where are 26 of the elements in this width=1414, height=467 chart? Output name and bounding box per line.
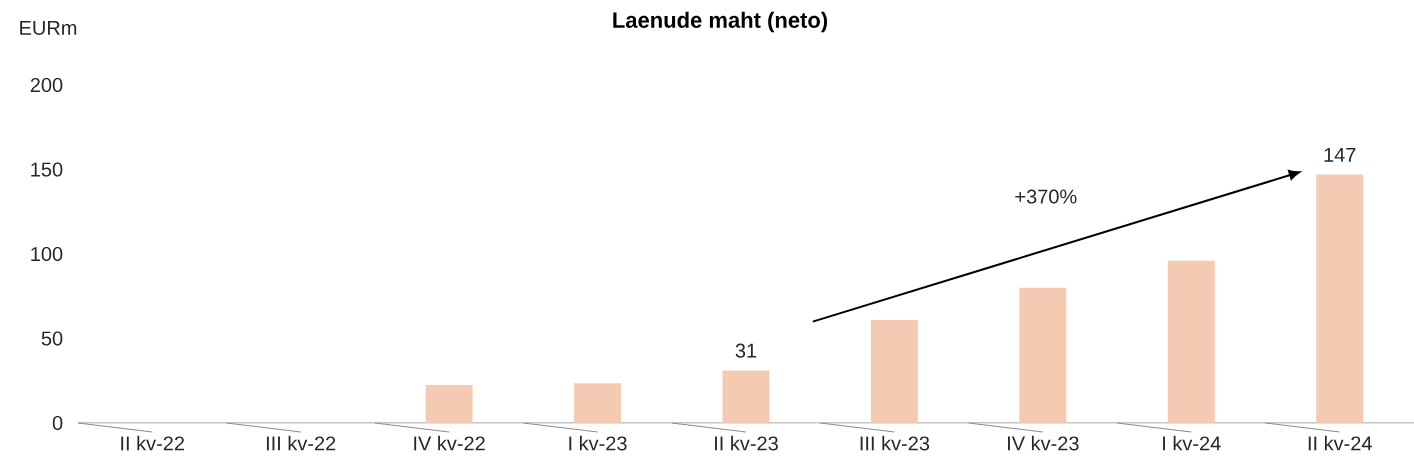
y-axis-title: EURm <box>20 21 77 35</box>
x-tick-label: II kv-24 <box>1308 435 1372 451</box>
data-label: 147 <box>1324 147 1356 162</box>
x-tick-label: III kv-22 <box>266 435 336 451</box>
x-tick-label: I kv-24 <box>1163 435 1221 451</box>
bar <box>870 319 918 423</box>
bar <box>574 383 622 423</box>
y-tick-label: 50 <box>41 331 63 346</box>
bar <box>1316 174 1364 423</box>
y-tick-label: 100 <box>31 246 63 262</box>
annotation: +370% <box>1015 189 1077 204</box>
x-tick-label: III kv-23 <box>860 435 930 451</box>
bar <box>1019 287 1067 423</box>
x-tick-label: I kv-23 <box>569 435 627 451</box>
y-tick-label: 0 <box>52 415 63 431</box>
bar <box>1167 260 1215 423</box>
data-label: 31 <box>735 343 757 358</box>
x-tick-label: IV kv-23 <box>1008 435 1079 451</box>
bar <box>425 384 473 423</box>
x-tick-label: II kv-23 <box>715 435 778 451</box>
y-tick-label: 200 <box>30 77 63 93</box>
chart-title: Laenude maht (neto) <box>613 11 828 33</box>
x-tick-label: II kv-22 <box>121 435 184 451</box>
bar <box>722 370 770 423</box>
x-tick-label: IV kv-22 <box>414 435 485 451</box>
y-tick-label: 150 <box>31 162 63 177</box>
